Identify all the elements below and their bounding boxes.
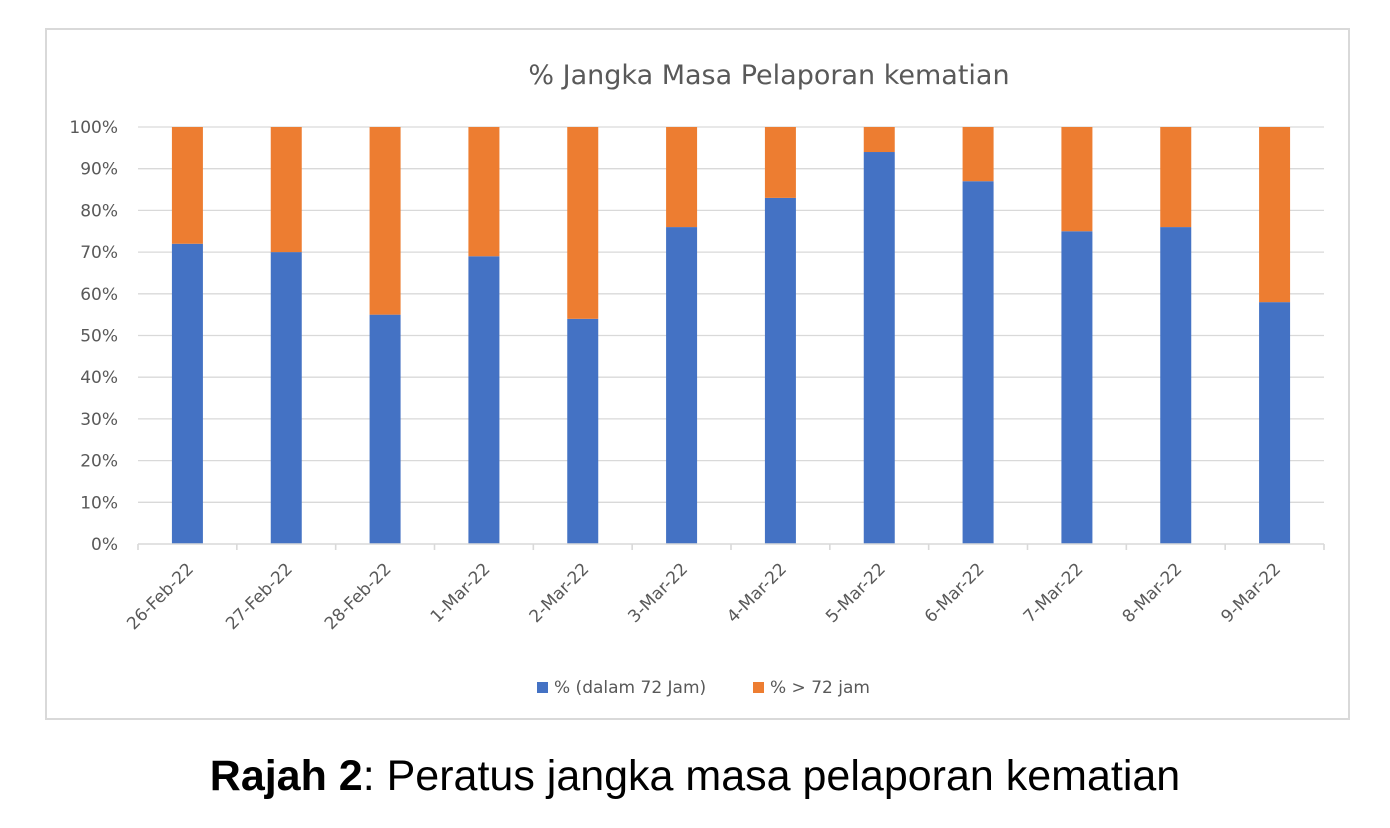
chart-title: % Jangka Masa Pelaporan kematian (528, 60, 1009, 91)
bar-dalam-72-jam (468, 256, 500, 544)
bar-lebih-72-jam (1259, 127, 1291, 303)
legend-swatch-lebih-72-jam (753, 682, 764, 693)
bar-lebih-72-jam (962, 127, 994, 182)
x-tick-label: 9-Mar-22 (1217, 559, 1285, 627)
bar-lebih-72-jam (468, 127, 500, 257)
bar-dalam-72-jam (369, 314, 401, 544)
bar-lebih-72-jam (863, 127, 895, 153)
y-tick-label: 60% (80, 285, 118, 305)
bar-dalam-72-jam (1259, 302, 1291, 544)
legend-label-lebih-72-jam: % > 72 jam (770, 678, 870, 698)
legend-swatch-dalam-72-jam (537, 682, 548, 693)
bar-dalam-72-jam (1061, 231, 1093, 544)
x-tick-label: 5-Mar-22 (822, 559, 890, 627)
y-tick-labels: 0% 10% 20% 30% 40% 50% 60% 70% 80% 90% 100% (69, 118, 118, 555)
bar-lebih-72-jam (171, 127, 203, 244)
caption-text: : Peratus jangka masa pelaporan kematian (362, 752, 1181, 800)
bar-lebih-72-jam (270, 127, 302, 253)
y-tick-label: 70% (80, 243, 118, 263)
bar-lebih-72-jam (567, 127, 599, 319)
chart-svg: % Jangka Masa Pelaporan kematian 0% 10% 20… (69, 60, 1325, 698)
figure-caption: Rajah 2: Peratus jangka masa pelaporan k… (0, 752, 1390, 801)
bar-dalam-72-jam (171, 243, 203, 544)
bar-dalam-72-jam (962, 181, 994, 544)
x-tick-labels: 26-Feb-22 27-Feb-22 28-Feb-22 1-Mar-22 2-Mar… (123, 559, 1285, 634)
x-tick-label: 1-Mar-22 (427, 559, 495, 627)
chart-frame: % Jangka Masa Pelaporan kematian 0% 10% 20… (45, 28, 1350, 720)
bar-dalam-72-jam (1160, 227, 1192, 544)
y-tick-label: 30% (80, 410, 118, 430)
y-tick-label: 90% (80, 160, 118, 180)
bar-dalam-72-jam (764, 197, 796, 544)
bar-lebih-72-jam (666, 127, 698, 228)
y-tick-label: 80% (80, 201, 118, 221)
caption-label: Rajah 2 (209, 752, 363, 800)
bar-dalam-72-jam (666, 227, 698, 544)
y-tick-label: 10% (80, 493, 118, 513)
x-tick-label: 7-Mar-22 (1020, 559, 1088, 627)
gridlines (138, 126, 1324, 503)
x-tick-label: 26-Feb-22 (123, 559, 198, 634)
y-tick-label: 20% (80, 452, 118, 472)
bar-dalam-72-jam (567, 318, 599, 544)
bar-lebih-72-jam (1160, 127, 1192, 228)
x-tick-label: 3-Mar-22 (624, 559, 692, 627)
y-tick-label: 50% (80, 327, 118, 347)
x-tick-label: 2-Mar-22 (526, 559, 594, 627)
x-tick-label: 27-Feb-22 (222, 559, 297, 634)
legend-label-dalam-72-jam: % (dalam 72 Jam) (554, 678, 706, 698)
y-tick-label: 0% (91, 535, 118, 555)
y-tick-label: 40% (80, 368, 118, 388)
bars (171, 127, 1291, 544)
bar-dalam-72-jam (270, 252, 302, 544)
y-tick-label: 100% (69, 118, 118, 138)
bar-lebih-72-jam (764, 127, 796, 198)
x-tick-label: 6-Mar-22 (921, 559, 989, 627)
bar-lebih-72-jam (1061, 127, 1093, 232)
axes (137, 543, 1325, 550)
legend: % (dalam 72 Jam) % > 72 jam (537, 678, 870, 698)
x-tick-label: 8-Mar-22 (1119, 559, 1187, 627)
x-tick-label: 28-Feb-22 (321, 559, 396, 634)
x-tick-label: 4-Mar-22 (723, 559, 791, 627)
bar-dalam-72-jam (863, 152, 895, 544)
bar-lebih-72-jam (369, 127, 401, 315)
